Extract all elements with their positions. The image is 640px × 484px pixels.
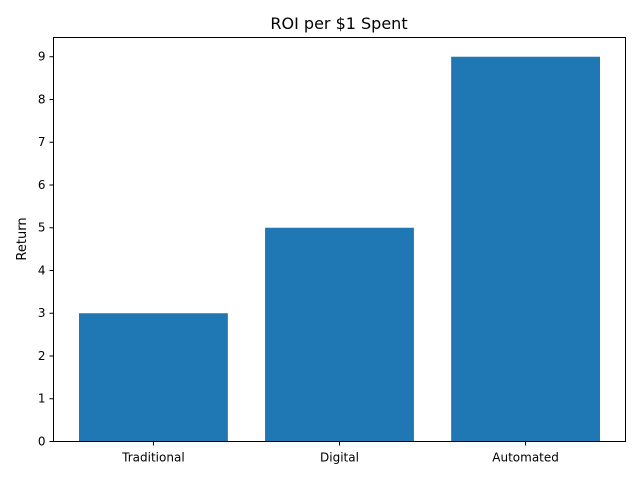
y-axis-label: Return — [15, 217, 30, 260]
chart-title: ROI per $1 Spent — [270, 14, 407, 33]
bar-automated — [451, 56, 601, 442]
y-tick-label: 8 — [38, 92, 46, 106]
y-tick-label: 5 — [38, 221, 46, 235]
y-tick-label: 9 — [38, 50, 46, 64]
y-tick-label: 3 — [38, 306, 46, 320]
x-tick-label: Automated — [492, 451, 559, 465]
y-tick-label: 7 — [38, 135, 46, 149]
y-tick-label: 6 — [38, 178, 46, 192]
y-tick-label: 1 — [38, 392, 46, 406]
axes-frame — [53, 37, 626, 442]
y-tick-label: 4 — [38, 263, 46, 277]
x-tick-label: Traditional — [121, 451, 184, 465]
y-tick-label: 2 — [38, 349, 46, 363]
y-tick-label: 0 — [38, 435, 46, 449]
x-tick-label: Digital — [320, 451, 359, 465]
bar-traditional — [78, 313, 228, 442]
bar-digital — [265, 227, 414, 442]
